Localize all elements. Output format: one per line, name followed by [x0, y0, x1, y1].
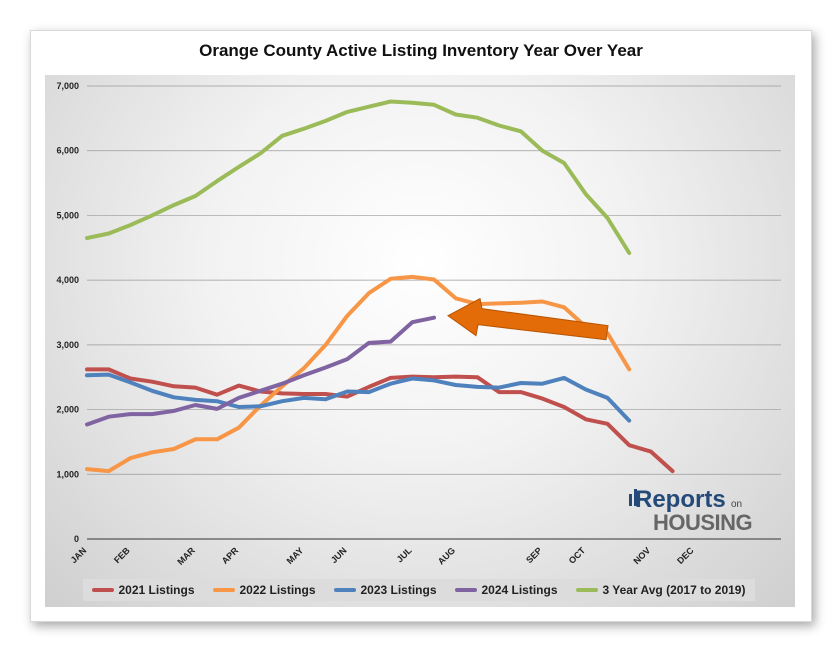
chart-card: Orange County Active Listing Inventory Y… — [30, 30, 812, 622]
legend-label: 3 Year Avg (2017 to 2019) — [602, 583, 746, 597]
legend-swatch — [334, 588, 357, 592]
x-tick-label: AUG — [436, 545, 457, 566]
chart-title: Orange County Active Listing Inventory Y… — [199, 41, 643, 60]
legend-item: 2021 Listings — [92, 583, 195, 597]
legend-item: 2023 Listings — [334, 583, 437, 597]
x-tick-label: JUL — [395, 545, 414, 564]
legend-label: 2024 Listings — [481, 583, 558, 597]
legend-item: 2024 Listings — [455, 583, 558, 597]
y-tick-label: 6,000 — [56, 146, 79, 156]
chart-legend: 2021 Listings 2022 Listings 2023 Listings 2… — [83, 579, 755, 601]
line-chart: 0 1,000 2,000 3,000 4,000 5,000 6,000 7,000 JAN F… — [56, 81, 781, 567]
x-tick-label: OCT — [567, 545, 588, 566]
y-tick-label: 3,000 — [56, 340, 79, 350]
logo-reports: Reports — [635, 486, 726, 513]
y-tick-label: 4,000 — [56, 275, 79, 285]
x-tick-label: FEB — [112, 545, 132, 565]
annotation-arrow — [447, 297, 609, 341]
series-line-2 — [85, 274, 632, 474]
x-tick-label: SEP — [524, 545, 544, 565]
series-line-3 — [85, 372, 632, 423]
x-tick-label: JAN — [69, 545, 89, 565]
legend-label: 2023 Listings — [360, 583, 437, 597]
x-tick-label: APR — [220, 545, 241, 566]
x-tick-label: JUN — [329, 545, 349, 565]
logo-housing: HOUSING — [653, 510, 753, 535]
legend-swatch — [576, 588, 599, 592]
logo-on: on — [730, 499, 743, 510]
plot-area-background — [45, 75, 795, 607]
legend-item: 2022 Listings — [213, 583, 316, 597]
legend-label: 2022 Listings — [239, 583, 316, 597]
y-tick-label: 0 — [74, 534, 79, 544]
legend-swatch — [213, 588, 236, 592]
series-line-5 — [85, 99, 632, 255]
y-tick-label: 1,000 — [56, 469, 79, 479]
y-tick-label: 2,000 — [56, 405, 79, 415]
series-line-4 — [85, 315, 436, 427]
x-tick-label: MAY — [285, 545, 306, 566]
y-tick-label: 7,000 — [56, 81, 79, 91]
x-tick-label: DEC — [675, 545, 696, 566]
legend-label: 2021 Listings — [118, 583, 195, 597]
logo-bar-icon — [629, 489, 637, 506]
x-tick-label: MAR — [175, 545, 197, 567]
x-tick-label: NOV — [631, 545, 652, 566]
logo-text-top: Reports on — [635, 486, 742, 514]
series-line-1 — [85, 367, 675, 474]
legend-item: 3 Year Avg (2017 to 2019) — [576, 583, 745, 597]
legend-swatch — [455, 588, 478, 592]
reports-on-housing-logo: Reports on HOUSING — [629, 486, 775, 536]
legend-swatch — [92, 588, 115, 592]
y-tick-label: 5,000 — [56, 210, 79, 220]
